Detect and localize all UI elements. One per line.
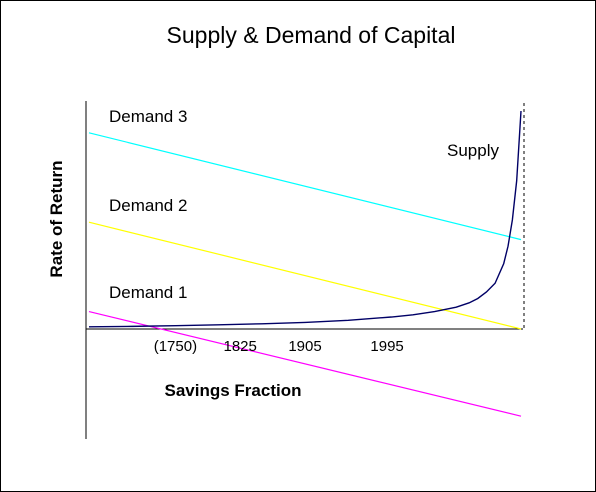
supply-label: Supply — [447, 141, 499, 160]
demand-1-line — [88, 310, 522, 417]
y-axis-label: Rate of Return — [47, 160, 66, 277]
demand-2-line — [88, 221, 522, 330]
demand-3-label: Demand 3 — [109, 107, 187, 126]
demand-1-label: Demand 1 — [109, 283, 187, 302]
demand-2-label: Demand 2 — [109, 196, 187, 215]
x-tick-label-1825: 1825 — [224, 338, 257, 355]
x-axis-label: Savings Fraction — [165, 381, 302, 400]
series-layer — [88, 110, 522, 417]
chart-title: Supply & Demand of Capital — [167, 22, 456, 48]
supply-curve — [88, 110, 522, 328]
x-tick-label-1905: 1905 — [288, 338, 321, 355]
x-tick-label-1750: (1750) — [154, 338, 197, 355]
x-tick-label-1995: 1995 — [370, 338, 403, 355]
demand-3-line — [88, 132, 522, 241]
